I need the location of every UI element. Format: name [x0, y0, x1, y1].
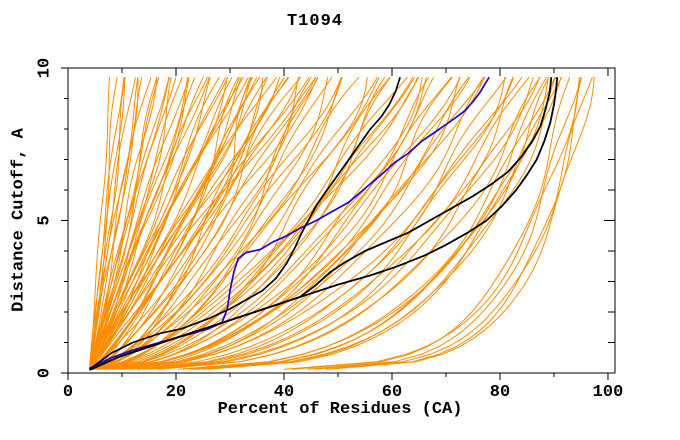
svg-text:60: 60	[382, 383, 402, 402]
svg-text:10: 10	[36, 58, 55, 78]
svg-text:100: 100	[593, 383, 624, 402]
chart-title: T1094	[286, 12, 343, 31]
svg-text:20: 20	[166, 383, 186, 402]
tick-marks	[61, 67, 615, 380]
svg-text:0: 0	[63, 383, 73, 402]
black-reference-curves	[89, 76, 559, 371]
svg-text:0: 0	[36, 368, 55, 378]
orange-model-curves	[89, 76, 595, 370]
blue-reference-curve	[89, 76, 490, 370]
svg-text:80: 80	[490, 383, 510, 402]
x-axis-label: Percent of Residues (CA)	[217, 400, 463, 419]
svg-text:40: 40	[274, 383, 294, 402]
y-axis-label: Distance Cutoff, A	[9, 128, 29, 312]
tick-labels: 0 20 40 60 80 100 0 5 10	[36, 58, 624, 402]
svg-text:5: 5	[36, 215, 55, 225]
